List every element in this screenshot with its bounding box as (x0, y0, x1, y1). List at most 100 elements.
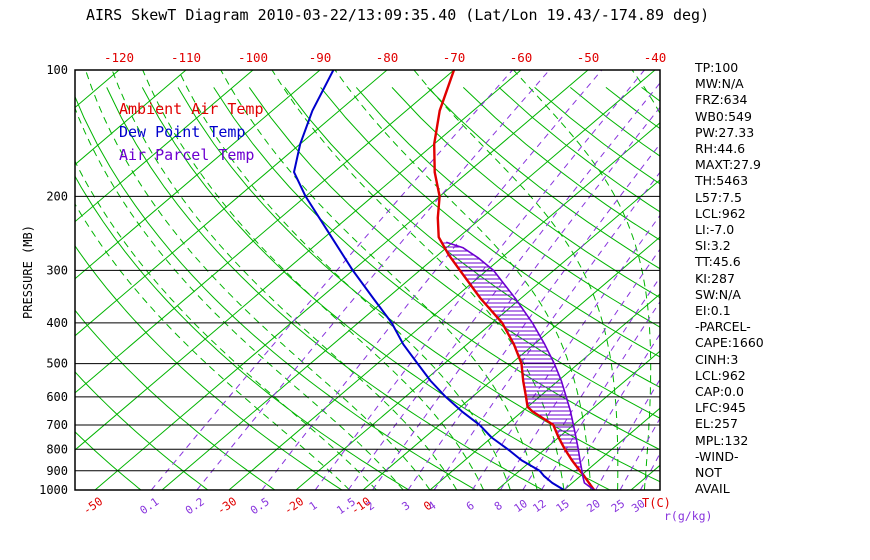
mixing-ratio-unit-label: r(g/kg) (664, 509, 712, 523)
stat-line: MW:N/A (695, 76, 744, 92)
mixing-ratio-line (619, 417, 660, 490)
moist-adiabat-line (85, 70, 431, 490)
stat-line: TT:45.6 (695, 254, 741, 270)
mixing-ratio-line (595, 378, 660, 490)
legend-air-parcel-temp: Air Parcel Temp (119, 146, 255, 164)
dry-adiabat-line (248, 87, 660, 419)
stat-line: -WIND- (695, 448, 739, 464)
moist-adiabat-line (75, 106, 404, 490)
isotherm-line (75, 70, 254, 223)
bottom-temp-tick-label: -30 (214, 494, 239, 517)
stat-line: CAP:0.0 (695, 384, 744, 400)
bottom-temp-tick-label: -50 (80, 494, 105, 517)
mixing-ratio-line (372, 106, 660, 490)
bottom-temp-tick-label: -20 (281, 494, 306, 517)
stat-line: MPL:132 (695, 432, 749, 448)
mixing-ratio-tick-label: 0.2 (183, 495, 207, 517)
moist-adiabat-line (220, 70, 538, 490)
stat-line: MAXT:27.9 (695, 157, 761, 173)
isotherm-line (75, 70, 455, 394)
mixing-ratio-tick-label: 0.5 (248, 495, 272, 517)
dry-adiabat-line (75, 309, 276, 490)
top-temp-tick-label: -90 (309, 50, 332, 65)
ambient-temp-curve (433, 70, 596, 490)
isotherm-line (161, 70, 656, 490)
stat-line: TP:100 (695, 60, 739, 75)
mixing-ratio-line (522, 276, 660, 490)
stat-line: EL:257 (695, 416, 738, 432)
dry-adiabat-line (177, 87, 660, 483)
moist-adiabat-line (513, 70, 652, 490)
chart-title: AIRS SkewT Diagram 2010-03-22/13:09:35.4… (86, 6, 710, 24)
plot-frame (74, 69, 661, 491)
isotherm-line (563, 407, 660, 490)
dry-adiabat-line (141, 87, 612, 490)
pressure-tick-label: 400 (46, 316, 68, 330)
stat-line: EI:0.1 (695, 303, 731, 319)
top-temp-tick-label: -100 (238, 50, 268, 65)
dry-adiabat-line (355, 87, 660, 328)
isotherm-line (295, 179, 660, 490)
pressure-tick-label: 300 (46, 263, 68, 277)
y-axis-label: PRESSURE (MB) (21, 225, 35, 319)
top-temp-tick-label: -120 (104, 50, 134, 65)
pressure-tick-label: 700 (46, 418, 68, 432)
pressure-tick-label: 200 (46, 189, 68, 203)
stat-line: CINH:3 (695, 351, 739, 367)
dry-adiabat-line (75, 431, 142, 490)
isotherm-line (75, 70, 522, 451)
legend-ambient-air-temp: Ambient Air Temp (119, 100, 264, 118)
top-temp-tick-label: -70 (443, 50, 466, 65)
dry-adiabat-line (106, 87, 544, 490)
top-temp-tick-label: -50 (577, 50, 600, 65)
mixing-ratio-tick-label: 6 (464, 499, 477, 513)
mixing-ratio-tick-label: 30 (629, 497, 647, 515)
air-parcel-temp-curve (445, 241, 595, 490)
pressure-grid: 100 200 300 400 500 600 700 800 900 1000 (39, 63, 660, 497)
mixing-ratio-tick-label: 12 (530, 497, 548, 515)
mixing-ratio-tick-label: 25 (609, 497, 627, 515)
stat-line: FRZ:634 (695, 92, 748, 108)
stat-line: PW:27.33 (695, 124, 755, 140)
stat-line: AVAIL (695, 481, 730, 497)
pressure-tick-label: 800 (46, 442, 68, 456)
mixing-ratio-line (639, 452, 660, 490)
pressure-tick-label: 500 (46, 357, 68, 371)
isotherm-line (362, 236, 660, 490)
moist-adiabat-line (334, 70, 592, 490)
dry-adiabat-line (427, 87, 660, 270)
dry-adiabat-line (391, 87, 660, 299)
top-temp-tick-label: -60 (510, 50, 533, 65)
pressure-tick-label: 900 (46, 464, 68, 478)
stat-line: L57:7.5 (695, 189, 742, 205)
mixing-ratio-tick-label: 10 (512, 497, 530, 515)
mixing-ratio-line (541, 300, 660, 490)
stat-line: KI:287 (695, 270, 735, 286)
moist-adiabat-line (142, 70, 485, 490)
isotherm-line (75, 70, 388, 337)
stat-line: RH:44.6 (695, 141, 746, 157)
stat-line: CAPE:1660 (695, 335, 764, 351)
mixing-ratio-line (407, 143, 660, 490)
mixing-ratio-line (151, 70, 513, 490)
dry-adiabat-line (0, 87, 84, 499)
mixing-ratio-tick-label: 1 (307, 499, 320, 513)
mixing-ratio-tick-label: 2 (364, 499, 377, 513)
moist-adiabat-line (111, 70, 458, 490)
mixing-ratio-tick-label: 3 (400, 499, 413, 513)
top-temp-tick-label: -80 (376, 50, 399, 65)
moist-adiabat-line (271, 70, 565, 490)
stat-line: LFC:945 (695, 400, 746, 416)
stat-line: WB0:549 (695, 108, 752, 124)
background-grid (0, 70, 660, 499)
legend: Ambient Air Temp Dew Point Temp Air Parc… (119, 98, 264, 167)
dry-adiabat-line (462, 87, 660, 241)
mixing-ratio-tick-label: 0.1 (138, 495, 162, 517)
stat-line: LCL:962 (695, 367, 746, 383)
mixing-ratio-line (347, 82, 660, 490)
mixing-ratio-tick-label: 8 (492, 499, 505, 513)
stat-line: SI:3.2 (695, 238, 731, 254)
dew-point-temp-curve (293, 70, 565, 490)
